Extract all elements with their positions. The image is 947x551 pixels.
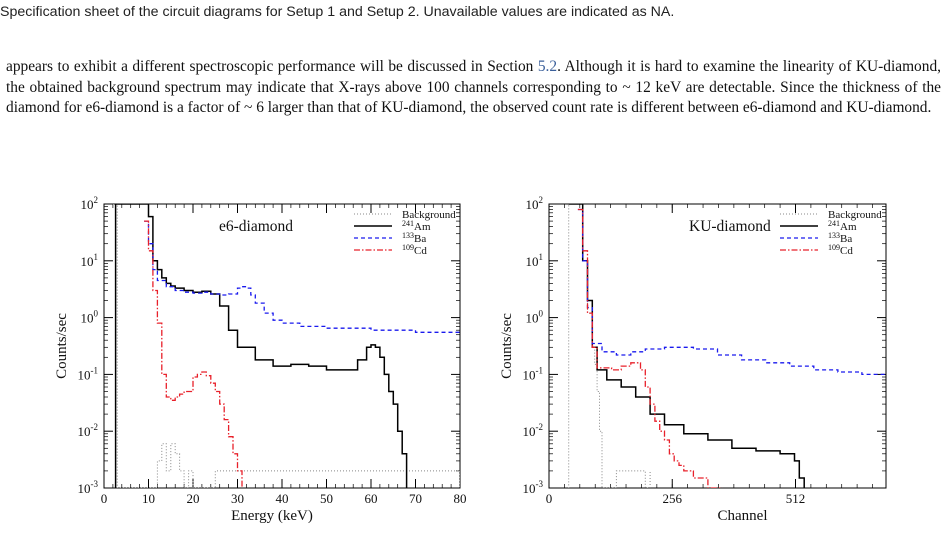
y-tick-label: 100 bbox=[81, 309, 99, 326]
section-reference-link[interactable]: 5.2 bbox=[537, 58, 558, 75]
para-part1: appears to exhibit a different spectrosc… bbox=[6, 58, 538, 75]
x-tick-label: 60 bbox=[365, 491, 378, 506]
series-am-line bbox=[114, 204, 408, 488]
x-tick-label: 512 bbox=[786, 491, 806, 506]
chart-panel-2: 10-3 10-2 10-1 100 101 102 0 256 512 Channel Count… bbox=[499, 195, 887, 524]
caption-cut-line bbox=[0, 0, 947, 2]
legend-label: Background bbox=[828, 209, 882, 221]
x-tick-label: 50 bbox=[320, 491, 333, 506]
x-axis-title: Channel bbox=[718, 508, 768, 524]
x-tick-label: 30 bbox=[231, 491, 244, 506]
x-tick-label: 0 bbox=[101, 491, 108, 506]
caption-text: Specification sheet of the circuit diagr… bbox=[0, 4, 675, 20]
series-ba-line bbox=[144, 220, 460, 335]
x-tick-label: 256 bbox=[662, 491, 682, 506]
legend-label: 109Cd bbox=[402, 243, 427, 257]
x-tick-label: 20 bbox=[187, 491, 200, 506]
legend-label: 133Ba bbox=[828, 231, 852, 245]
y-axis-title: Counts/sec bbox=[499, 313, 515, 379]
series-ba-line bbox=[577, 208, 886, 376]
legend-label: 241Am bbox=[402, 219, 431, 233]
series-am-line bbox=[568, 204, 805, 488]
y-tick-label: 102 bbox=[81, 195, 99, 212]
y-tick-label: 101 bbox=[526, 252, 544, 269]
legend-label: Background bbox=[402, 209, 456, 221]
y-tick-label: 10-1 bbox=[523, 365, 544, 382]
plot-frame bbox=[548, 203, 887, 489]
x-tick-label: 70 bbox=[409, 491, 422, 506]
y-tick-label: 102 bbox=[526, 195, 544, 212]
x-tick-label: 10 bbox=[142, 491, 155, 506]
series-cd-line bbox=[577, 208, 723, 488]
body-paragraph: appears to exhibit a different spectrosc… bbox=[6, 57, 941, 119]
x-tick-label: 0 bbox=[546, 491, 553, 506]
panel-title: e6-diamond bbox=[219, 218, 293, 235]
y-tick-label: 10-2 bbox=[523, 422, 544, 439]
y-tick-label: 10-3 bbox=[523, 479, 544, 496]
y-tick-label: 10-3 bbox=[78, 479, 99, 496]
y-tick-label: 101 bbox=[81, 252, 99, 269]
figure: 10-3 10-2 10-1 100 101 102 0 10 20 30 40 50 60 70 80 En… bbox=[0, 194, 947, 546]
para-part2: . Although it is hard to examine the lin… bbox=[6, 58, 941, 117]
legend-label: 133Ba bbox=[402, 231, 426, 245]
legend-label: 109Cd bbox=[828, 243, 853, 257]
x-tick-label: 40 bbox=[276, 491, 289, 506]
legend-label: 241Am bbox=[828, 219, 857, 233]
y-axis-title: Counts/sec bbox=[54, 313, 70, 379]
y-tick-label: 10-1 bbox=[78, 365, 99, 382]
series-background-line bbox=[568, 204, 651, 488]
y-tick-label: 100 bbox=[526, 309, 544, 326]
series-cd-line bbox=[144, 220, 243, 488]
table-caption: Specification sheet of the circuit diagr… bbox=[0, 0, 947, 22]
x-tick-label: 80 bbox=[454, 491, 467, 506]
y-tick-label: 10-2 bbox=[78, 422, 99, 439]
x-axis-title: Energy (keV) bbox=[231, 508, 313, 524]
panel-title: KU-diamond bbox=[689, 218, 771, 235]
